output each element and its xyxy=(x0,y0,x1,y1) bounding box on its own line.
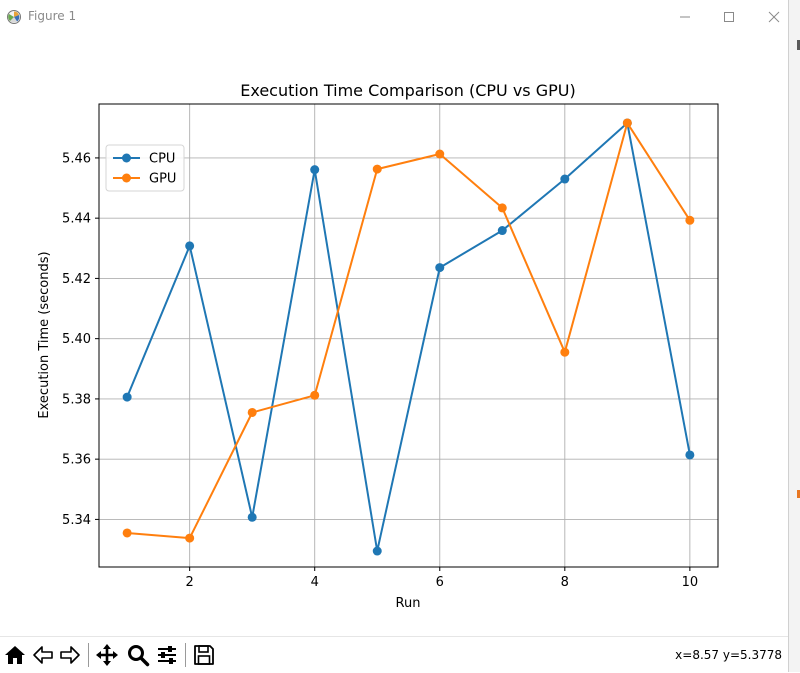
y-tick-label: 5.46 xyxy=(62,151,91,166)
toolbar-separator xyxy=(185,643,186,667)
x-tick-label: 8 xyxy=(561,575,569,590)
data-point-cpu xyxy=(310,165,320,175)
x-tick-label: 6 xyxy=(436,575,444,590)
legend-swatch-marker xyxy=(122,173,131,183)
data-point-gpu xyxy=(622,118,632,128)
configure-subplots-button[interactable] xyxy=(153,641,181,669)
data-point-cpu xyxy=(685,450,695,460)
forward-arrow-icon xyxy=(60,646,80,664)
close-icon xyxy=(768,11,780,23)
maximize-icon xyxy=(724,12,734,22)
y-tick-label: 5.40 xyxy=(62,332,91,347)
cursor-coordinates: x=8.57 y=5.3778 xyxy=(675,648,782,662)
plot-series xyxy=(122,118,695,556)
axes-frame xyxy=(98,103,719,568)
figure-canvas[interactable]: 2 4 6 8 10 5.34 5.36 5.38 5.40 5.42 5.44 5.46 Execu… xyxy=(0,34,788,634)
back-arrow-icon xyxy=(33,646,53,664)
toolbar-separator xyxy=(88,643,89,667)
data-point-gpu xyxy=(372,164,382,174)
data-point-cpu xyxy=(247,512,257,522)
back-button[interactable] xyxy=(29,641,57,669)
pan-button[interactable] xyxy=(93,641,121,669)
x-tick-label: 10 xyxy=(682,575,699,590)
maximize-button[interactable] xyxy=(706,0,752,34)
data-point-cpu xyxy=(560,174,570,184)
x-axis-label: Run xyxy=(396,596,421,611)
y-tick-label: 5.36 xyxy=(62,453,91,468)
data-point-gpu xyxy=(310,390,320,400)
data-point-cpu xyxy=(497,226,507,236)
data-point-gpu xyxy=(435,149,445,159)
y-tick-label: 5.34 xyxy=(62,513,91,528)
data-point-cpu xyxy=(372,546,382,556)
line-chart: 2 4 6 8 10 5.34 5.36 5.38 5.40 5.42 5.44 5.46 Execu… xyxy=(37,81,719,611)
legend-swatch-marker xyxy=(122,153,131,163)
x-tick-label: 2 xyxy=(186,575,194,590)
data-point-cpu xyxy=(122,392,132,402)
home-button[interactable] xyxy=(1,641,29,669)
legend-label: CPU xyxy=(149,152,175,167)
data-point-gpu xyxy=(122,528,132,538)
y-tick-label: 5.44 xyxy=(62,212,91,227)
navigation-toolbar: x=8.57 y=5.3778 xyxy=(0,636,788,673)
close-button[interactable] xyxy=(751,0,797,34)
minimize-button[interactable] xyxy=(662,0,708,34)
title-bar[interactable]: Figure 1 xyxy=(0,0,788,34)
backdrop-marker xyxy=(797,490,800,498)
configure-subplots-icon xyxy=(158,646,176,664)
zoom-button[interactable] xyxy=(124,641,152,669)
data-point-gpu xyxy=(560,347,570,357)
data-point-cpu xyxy=(185,241,195,251)
zoom-magnifier-icon xyxy=(128,645,150,667)
y-axis-label: Execution Time (seconds) xyxy=(37,251,52,418)
save-button[interactable] xyxy=(190,641,218,669)
backdrop-strip xyxy=(797,40,800,50)
data-point-gpu xyxy=(247,407,257,417)
save-disk-icon xyxy=(194,645,214,665)
minimize-icon xyxy=(680,16,690,18)
series-gpu xyxy=(122,118,695,543)
window-title: Figure 1 xyxy=(28,9,77,23)
grid xyxy=(99,104,718,567)
backdrop-window xyxy=(788,0,800,672)
legend-label: GPU xyxy=(149,172,176,187)
x-tick-label: 4 xyxy=(311,575,319,590)
chart-title: Execution Time Comparison (CPU vs GPU) xyxy=(240,81,575,100)
series-cpu xyxy=(122,118,695,556)
series-line-cpu xyxy=(126,122,691,552)
matplotlib-figure-icon xyxy=(6,9,22,25)
pan-move-icon xyxy=(96,644,118,666)
y-tick-label: 5.42 xyxy=(62,272,91,287)
y-tick-label: 5.38 xyxy=(62,392,91,407)
forward-button[interactable] xyxy=(56,641,84,669)
series-line-gpu xyxy=(127,122,691,540)
data-point-gpu xyxy=(185,533,195,543)
data-point-cpu xyxy=(435,263,445,273)
data-point-gpu xyxy=(497,203,507,213)
axis-ticks: 2 4 6 8 10 5.34 5.36 5.38 5.40 5.42 5.44 5.46 xyxy=(62,151,698,590)
legend: CPU GPU xyxy=(105,144,185,192)
data-point-gpu xyxy=(685,215,695,225)
home-icon xyxy=(5,646,25,664)
